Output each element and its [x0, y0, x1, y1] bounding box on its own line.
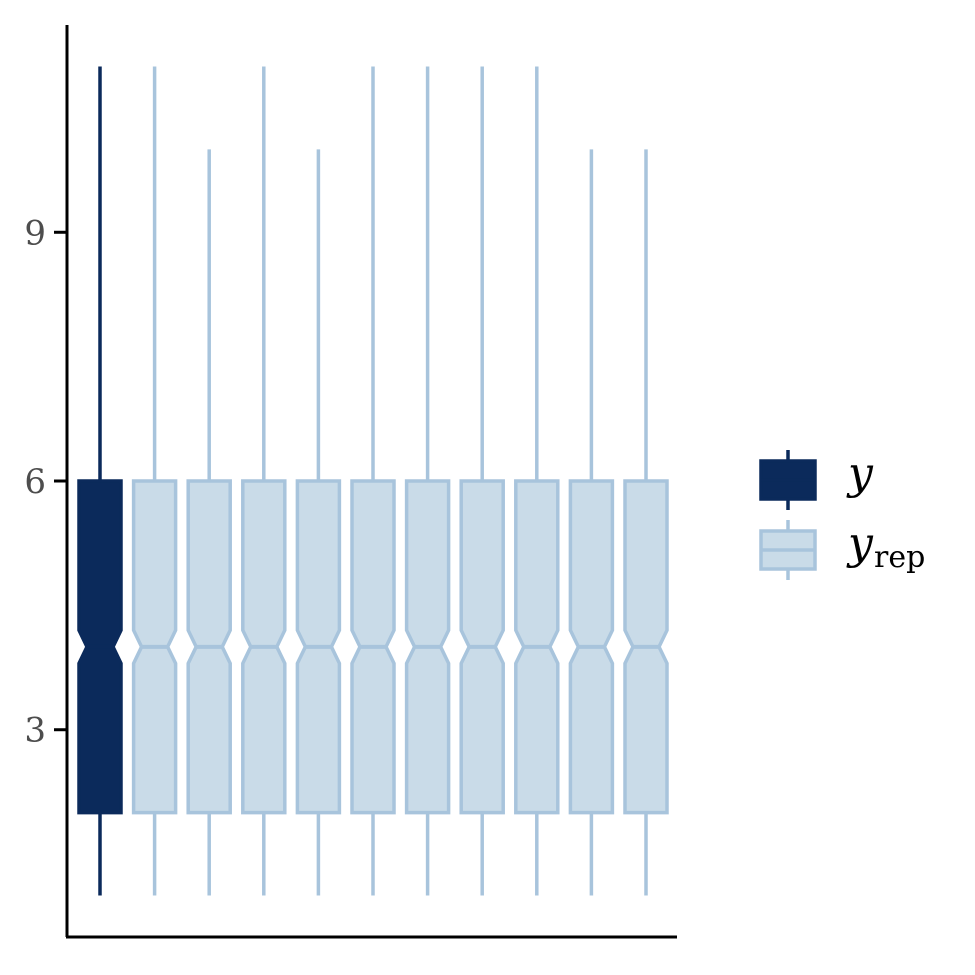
legend-label-subscript: rep: [874, 540, 925, 575]
box-yrep-3: [241, 66, 287, 896]
box-yrep-10: [623, 149, 669, 896]
box-yrep-4: [295, 149, 342, 896]
y-tick-label: 9: [24, 213, 46, 253]
box-yrep-8: [514, 66, 560, 896]
boxes-layer: [77, 66, 669, 896]
legend-label: y: [846, 518, 874, 569]
box-yrep-1: [131, 66, 178, 896]
box-yrep-6: [404, 66, 451, 896]
legend-item-yrep: y rep: [759, 518, 925, 580]
y-axis-ticks: 3 6 9: [24, 213, 67, 751]
y-tick-label: 6: [24, 462, 46, 502]
legend: yy rep: [759, 448, 925, 580]
box-yrep-5: [350, 66, 396, 896]
legend-item-y: y: [759, 448, 874, 510]
y-tick-label: 3: [24, 711, 46, 751]
box-y-0: [77, 66, 123, 896]
legend-label: y: [846, 448, 874, 499]
box-yrep-7: [459, 66, 505, 896]
box-yrep-2: [186, 149, 232, 896]
box-yrep-9: [568, 149, 615, 896]
